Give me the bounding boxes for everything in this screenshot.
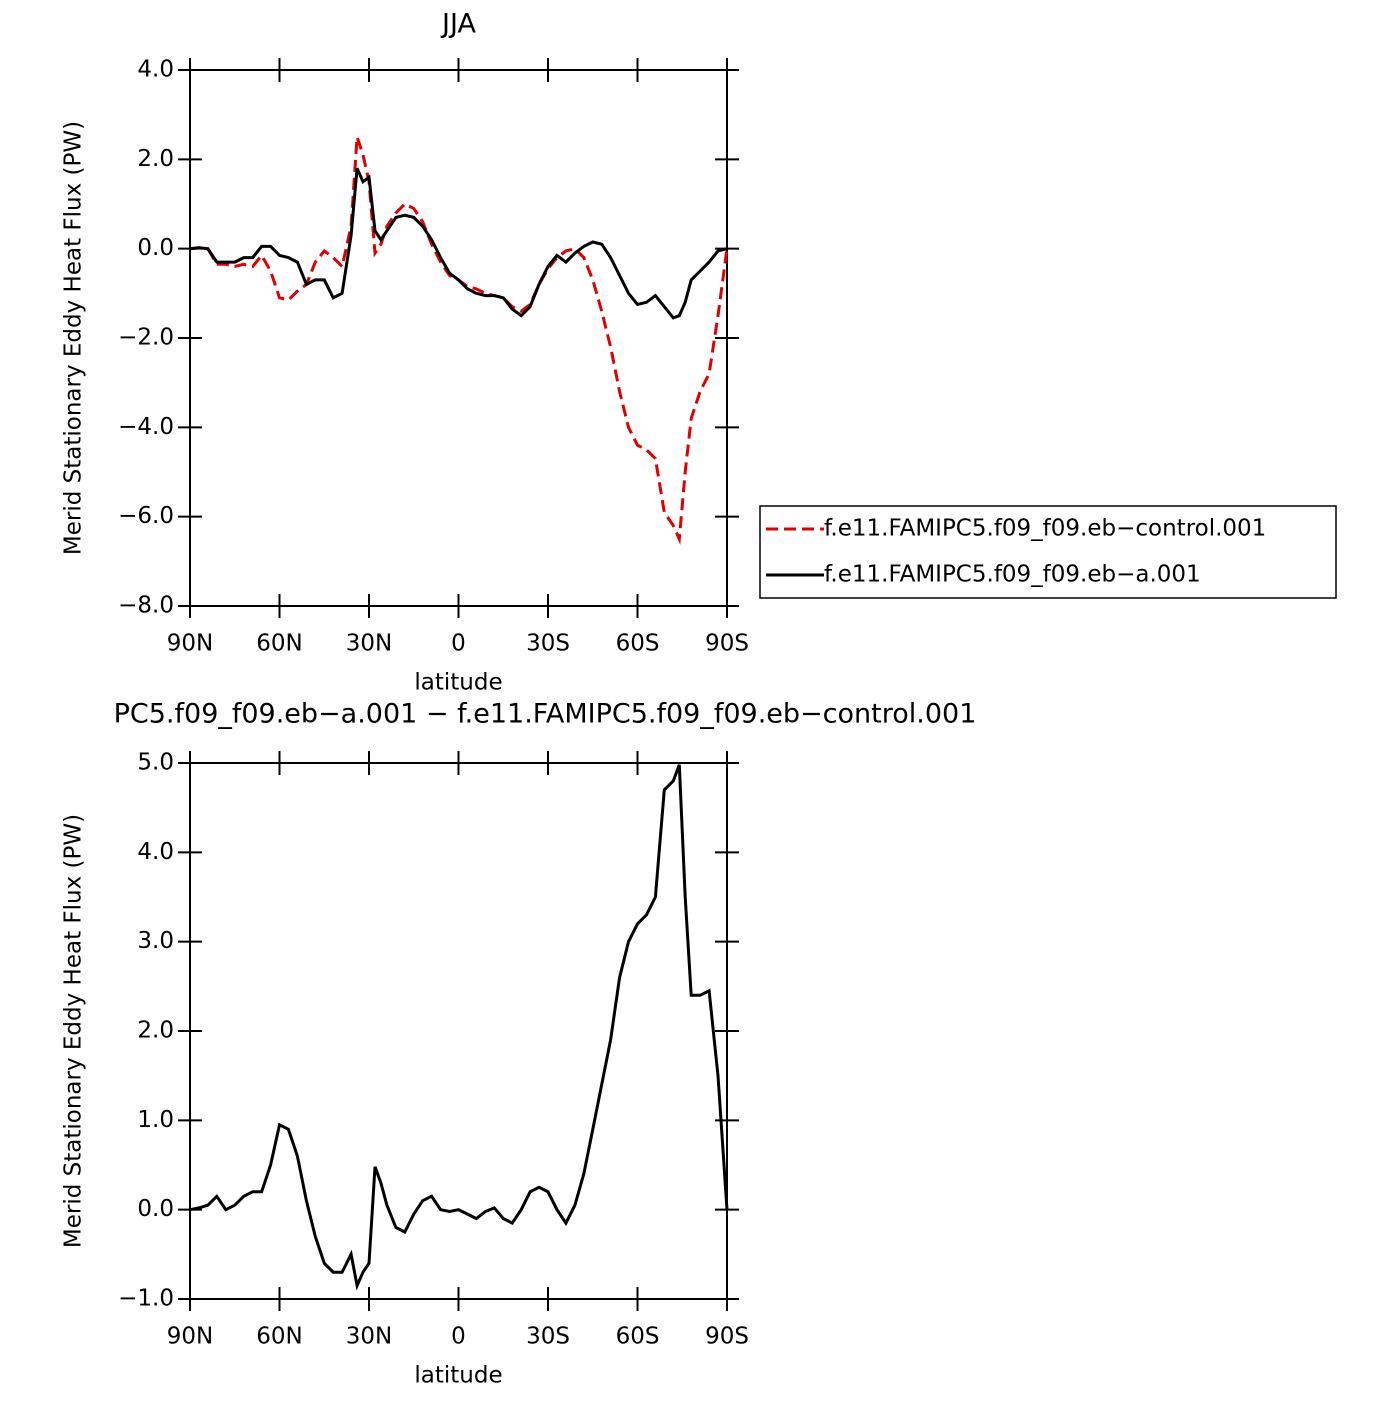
x-tick-label: 30S [526,1324,570,1350]
chart-title: PC5.f09_f09.eb−a.001 − f.e11.FAMIPC5.f09… [114,699,977,730]
y-tick-label: 2.0 [137,146,174,172]
x-axis-label: latitude [414,670,502,696]
y-axis-label: Merid Stationary Eddy Heat Flux (PW) [61,121,87,555]
data-line [189,764,729,1291]
x-tick-label: 30N [346,631,392,657]
legend-label: f.e11.FAMIPC5.f09_f09.eb−control.001 [824,516,1266,542]
plot-frame [189,69,728,607]
legend-label: f.e11.FAMIPC5.f09_f09.eb−a.001 [824,562,1201,588]
x-axis-label: latitude [414,1363,502,1389]
x-tick-label: 60S [616,631,660,657]
y-tick-label: −4.0 [118,414,174,440]
x-tick-label: 0 [451,1324,466,1350]
x-tick-label: 60N [256,631,302,657]
x-tick-label: 60N [256,1324,302,1350]
y-tick-label: −8.0 [118,593,174,619]
data-line [189,167,728,320]
x-tick-label: 90S [705,631,749,657]
y-tick-label: 3.0 [137,928,174,954]
y-tick-label: 0.0 [137,235,174,261]
y-tick-label: 4.0 [137,57,174,83]
plot-frame [189,762,728,1300]
x-tick-label: 90S [705,1324,749,1350]
y-tick-label: −1.0 [118,1286,174,1312]
x-tick-label: 90N [167,631,213,657]
y-tick-label: −2.0 [118,325,174,351]
y-tick-label: 5.0 [137,750,174,776]
legend-box [759,505,1337,599]
y-tick-label: 0.0 [137,1196,174,1222]
y-tick-label: 4.0 [137,839,174,865]
y-tick-label: 2.0 [137,1018,174,1044]
x-tick-label: 30S [526,631,570,657]
y-tick-label: 1.0 [137,1107,174,1133]
y-tick-label: −6.0 [118,503,174,529]
x-tick-label: 30N [346,1324,392,1350]
x-tick-label: 90N [167,1324,213,1350]
chart-title: JJA [440,9,476,40]
y-axis-label: Merid Stationary Eddy Heat Flux (PW) [61,814,87,1248]
x-tick-label: 0 [451,631,466,657]
x-tick-label: 60S [616,1324,660,1350]
data-line [189,136,729,545]
